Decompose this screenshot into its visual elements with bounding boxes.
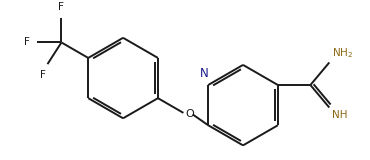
Text: F: F [40, 70, 46, 80]
Text: F: F [24, 37, 30, 48]
Text: F: F [58, 2, 64, 12]
Text: NH$_2$: NH$_2$ [332, 46, 353, 60]
Text: NH: NH [332, 110, 348, 120]
Text: N: N [200, 67, 209, 80]
Text: O: O [186, 109, 195, 119]
